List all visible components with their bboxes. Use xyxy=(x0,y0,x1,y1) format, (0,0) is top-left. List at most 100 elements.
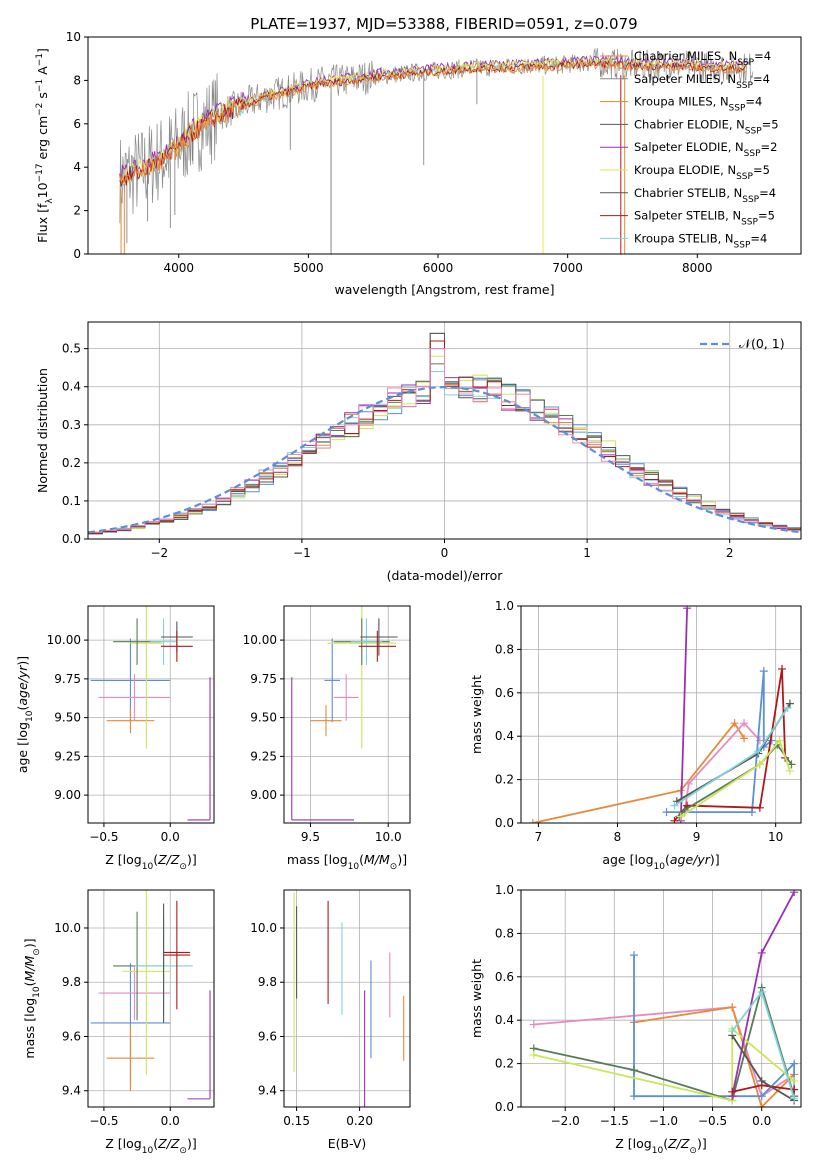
series-line xyxy=(533,1006,795,1098)
plot-area xyxy=(88,332,801,535)
data-point-marker xyxy=(785,766,794,775)
data-point-marker xyxy=(757,1103,766,1107)
y-axis-label: mass [log10(M/M⊙)] xyxy=(22,938,42,1058)
data-point-marker xyxy=(740,719,749,728)
x-tick-label: 6000 xyxy=(423,261,454,275)
data-point-marker xyxy=(778,664,787,673)
axes-frame xyxy=(87,605,215,824)
x-tick-label: −0.5 xyxy=(89,1114,118,1128)
plot-area xyxy=(119,47,754,254)
series-line xyxy=(533,1026,795,1102)
x-tick-label: −1 xyxy=(293,546,311,560)
axes-frame xyxy=(87,321,802,540)
y-tick-label: 4 xyxy=(73,160,81,174)
y-axis-label: Flux [fλ10−17 erg cm−2 s−1 A−1] xyxy=(35,48,55,243)
y-tick-label: 9.6 xyxy=(258,1029,277,1043)
normal-curve xyxy=(88,385,801,534)
series-line xyxy=(532,721,745,823)
legend-label: Salpeter MILES, NSSP=4 xyxy=(634,72,770,91)
data-point-marker xyxy=(785,699,794,708)
y-tick-label: 6 xyxy=(73,117,81,131)
x-axis-label: Z [log10(Z/Z⊙)] xyxy=(615,1136,706,1156)
y-tick-label: 0.4 xyxy=(495,1013,514,1027)
y-tick-label: 9.4 xyxy=(62,1084,81,1098)
x-tick-label: −2 xyxy=(150,546,168,560)
y-tick-label: 0.2 xyxy=(62,456,81,470)
data-point-marker xyxy=(757,1092,766,1101)
data-point-marker xyxy=(757,1076,766,1085)
y-tick-label: 10.00 xyxy=(243,633,277,647)
y-axis-label: Normed distribution xyxy=(35,368,50,493)
y-tick-label: 9.8 xyxy=(258,975,277,989)
x-axis-label: E(B-V) xyxy=(328,1136,367,1151)
legend-label: Chabrier STELIB, NSSP=4 xyxy=(634,186,776,205)
data-point-marker xyxy=(759,667,768,676)
legend-label: Chabrier ELODIE, NSSP=5 xyxy=(634,117,779,136)
histogram-step xyxy=(88,348,801,533)
x-tick-label: 7000 xyxy=(552,261,583,275)
data-point-marker xyxy=(728,1003,737,1012)
y-tick-label: 9.50 xyxy=(54,711,81,725)
legend: Chabrier MILES, NSSP=4 Salpeter MILES, NS… xyxy=(600,49,779,250)
x-tick-label: 10.0 xyxy=(375,830,402,844)
data-point-marker xyxy=(757,948,766,957)
age-vs-metallicity-panel: −0.5 0.0 9.00 9.25 9.50 9.75 10.00 Z [log10(Z/Z… xyxy=(15,605,215,872)
x-tick-label: 10 xyxy=(768,830,783,844)
data-point-marker xyxy=(629,1066,638,1075)
legend-label: Kroupa MILES, NSSP=4 xyxy=(634,95,762,114)
y-tick-label: 9.00 xyxy=(250,788,277,802)
axes-frame xyxy=(520,605,802,824)
legend-label: Kroupa ELODIE, NSSP=5 xyxy=(634,163,770,182)
y-tick-label: 9.25 xyxy=(54,749,81,763)
data-point-marker xyxy=(662,808,671,817)
data-point-marker xyxy=(790,1059,799,1068)
legend-label: Kroupa STELIB, NSSP=4 xyxy=(634,231,767,250)
mass-vs-metallicity-panel: −0.5 0.0 9.4 9.6 9.8 10.0 Z [log10(Z/Z⊙)] mass … xyxy=(22,889,215,1156)
y-tick-label: 10.00 xyxy=(47,633,81,647)
y-tick-label: 0.2 xyxy=(495,773,514,787)
plot-area xyxy=(293,892,405,1107)
axes-frame xyxy=(283,889,411,1108)
x-tick-label: 0 xyxy=(441,546,449,560)
x-tick-label: −0.5 xyxy=(698,1114,727,1128)
x-tick-label: 0.15 xyxy=(283,1114,310,1128)
data-point-marker xyxy=(757,987,766,996)
data-point-marker xyxy=(775,736,784,745)
x-tick-label: 0.0 xyxy=(752,1114,771,1128)
x-axis-label: Z [log10(Z/Z⊙)] xyxy=(105,1136,196,1156)
plot-area xyxy=(291,606,398,821)
plot-area xyxy=(528,606,796,823)
x-tick-label: 8000 xyxy=(682,261,713,275)
weight-vs-metallicity-panel: −2.0 −1.5 −1.0 −0.5 0.0 0.0 0.2 0.4 0.6 0.8 1.0 mas… xyxy=(469,883,802,1156)
axes-frame xyxy=(87,36,802,255)
data-point-marker xyxy=(629,951,638,960)
x-tick-label: −0.5 xyxy=(89,830,118,844)
y-tick-label: 9.8 xyxy=(62,975,81,989)
residuals-panel: −2 −1 0 1 2 0.0 0.1 0.2 0.3 0.4 0.5 𝒩(0, 1) (data-mo… xyxy=(35,321,802,583)
y-tick-label: 2 xyxy=(73,204,81,218)
axes-frame xyxy=(87,889,215,1108)
y-tick-label: 0 xyxy=(73,247,81,261)
x-tick-label: −1.0 xyxy=(649,1114,678,1128)
plot-area xyxy=(529,890,799,1107)
x-tick-label: −2.0 xyxy=(551,1114,580,1128)
y-tick-label: 9.25 xyxy=(250,749,277,763)
model-spectrum-line xyxy=(119,60,747,183)
x-axis-label: wavelength [Angstrom, rest frame] xyxy=(334,282,554,297)
x-tick-label: 9.5 xyxy=(301,830,320,844)
data-point-marker xyxy=(680,805,689,814)
y-tick-label: 9.00 xyxy=(54,788,81,802)
axes-frame xyxy=(520,889,802,1108)
y-tick-label: 0.1 xyxy=(62,494,81,508)
age-vs-mass-panel: 9.5 10.0 9.00 9.25 9.50 9.75 10.00 mass [log10(… xyxy=(243,605,411,872)
data-point-marker xyxy=(755,760,764,769)
x-tick-label: 0.0 xyxy=(161,1114,180,1128)
plot-area xyxy=(90,890,211,1100)
series-line xyxy=(680,738,791,818)
y-tick-label: 0.4 xyxy=(495,729,514,743)
legend-label: Chabrier MILES, NSSP=4 xyxy=(634,49,771,68)
y-tick-label: 9.6 xyxy=(62,1029,81,1043)
x-tick-label: 8 xyxy=(614,830,622,844)
data-point-marker xyxy=(529,1050,538,1059)
